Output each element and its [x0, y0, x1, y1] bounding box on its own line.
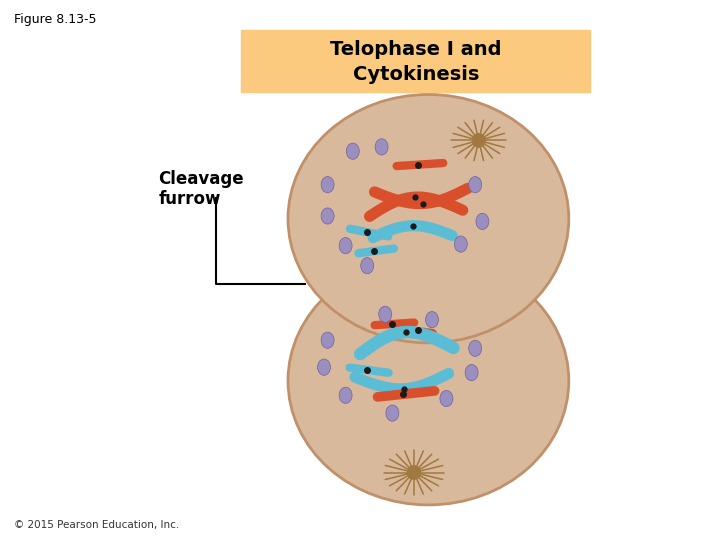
- Ellipse shape: [321, 208, 334, 224]
- Text: Telophase I and: Telophase I and: [330, 40, 502, 59]
- FancyBboxPatch shape: [241, 30, 590, 92]
- Ellipse shape: [321, 177, 334, 193]
- Ellipse shape: [469, 177, 482, 193]
- Ellipse shape: [346, 143, 359, 159]
- Ellipse shape: [426, 312, 438, 328]
- Text: Cleavage
furrow: Cleavage furrow: [158, 170, 244, 208]
- Text: © 2015 Pearson Education, Inc.: © 2015 Pearson Education, Inc.: [14, 520, 180, 530]
- Text: Cytokinesis: Cytokinesis: [353, 65, 479, 84]
- Ellipse shape: [321, 332, 334, 348]
- Ellipse shape: [440, 390, 453, 407]
- Ellipse shape: [472, 133, 485, 147]
- Ellipse shape: [339, 238, 352, 254]
- Ellipse shape: [375, 139, 388, 155]
- Ellipse shape: [454, 236, 467, 252]
- Ellipse shape: [361, 258, 374, 274]
- Ellipse shape: [465, 364, 478, 381]
- Text: Figure 8.13-5: Figure 8.13-5: [14, 14, 97, 26]
- Ellipse shape: [318, 359, 330, 375]
- Ellipse shape: [386, 405, 399, 421]
- Ellipse shape: [288, 94, 569, 343]
- Ellipse shape: [339, 387, 352, 403]
- Ellipse shape: [288, 256, 569, 505]
- Ellipse shape: [379, 306, 392, 322]
- Ellipse shape: [476, 213, 489, 230]
- Ellipse shape: [408, 465, 420, 480]
- Ellipse shape: [469, 340, 482, 356]
